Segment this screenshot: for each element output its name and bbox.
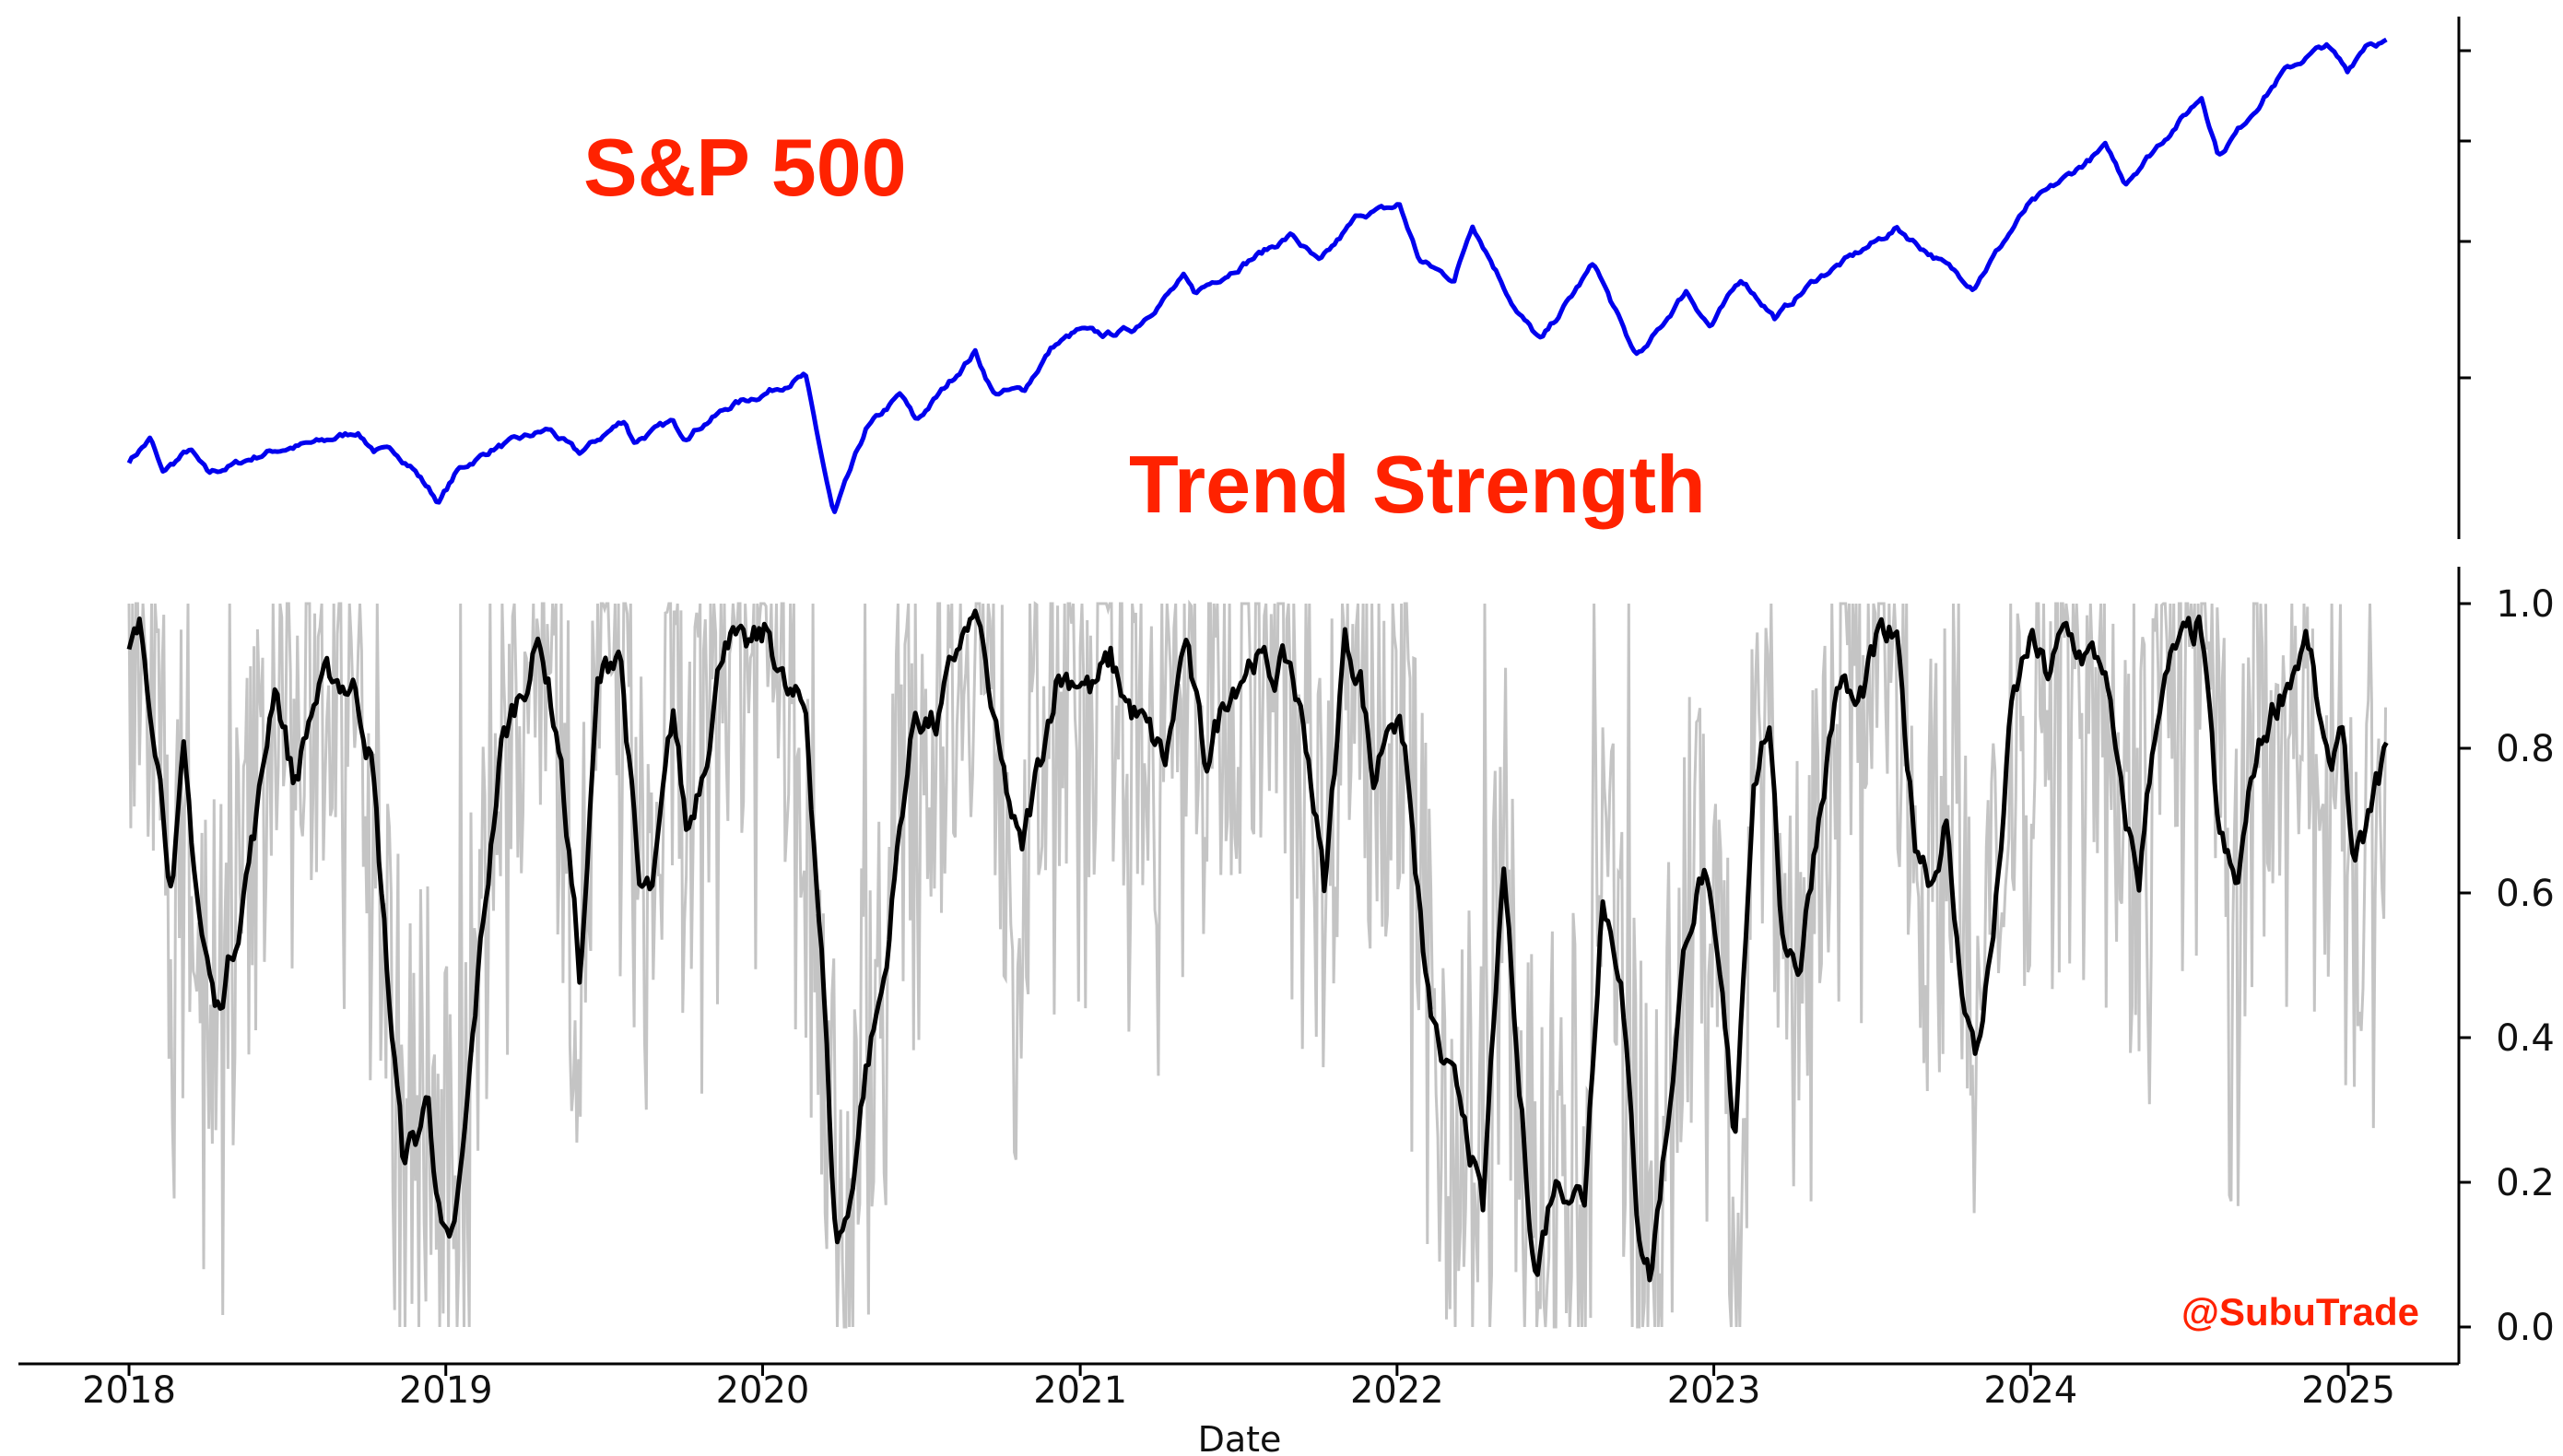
x-tick-label: 2023: [1667, 1369, 1761, 1412]
y-ticks: 0.0 0.2 0.4 0.6 0.8 1.0: [2459, 583, 2555, 1349]
bottom-panel: 2018 2019 2020 2021 2022 2023 2024 2025 0.00.20…: [18, 439, 2555, 1456]
top-panel: S&P 500: [126, 17, 2471, 1329]
sp500-label: S&P 500: [583, 122, 907, 213]
x-ticks: 2018 2019 2020 2021 2022 2023 2024 2025: [82, 1364, 2395, 1412]
y-tick-label: 0.8: [2496, 728, 2555, 770]
y-tick-label: 0.6: [2496, 873, 2555, 915]
y-tick-label: 0.0: [2496, 1307, 2555, 1349]
top-y-ticks: [2459, 49, 2471, 380]
x-tick-label: 2022: [1350, 1369, 1444, 1412]
series-line-trend-strength: [126, 608, 2389, 1283]
x-tick-label: 2018: [82, 1369, 176, 1412]
x-tick-label: 2019: [399, 1369, 493, 1412]
x-tick-label: 2020: [716, 1369, 810, 1412]
x-axis-title: Date: [1198, 1419, 1282, 1456]
y-tick-label: 0.4: [2496, 1017, 2555, 1060]
y-tick-label: 1.0: [2496, 583, 2555, 626]
series-line-sp500: [126, 37, 2388, 514]
x-tick-label: 2025: [2301, 1369, 2395, 1412]
watermark: @SubuTrade: [2181, 1290, 2419, 1333]
raw-trend-strength-lines: [127, 599, 2387, 1329]
x-tick-label: 2024: [1983, 1369, 2077, 1412]
y-tick-label: 0.2: [2496, 1162, 2555, 1204]
series-line-raw-trend-strength: [127, 599, 2387, 1329]
x-tick-label: 2021: [1033, 1369, 1127, 1412]
trend-strength-label: Trend Strength: [1129, 439, 1706, 530]
